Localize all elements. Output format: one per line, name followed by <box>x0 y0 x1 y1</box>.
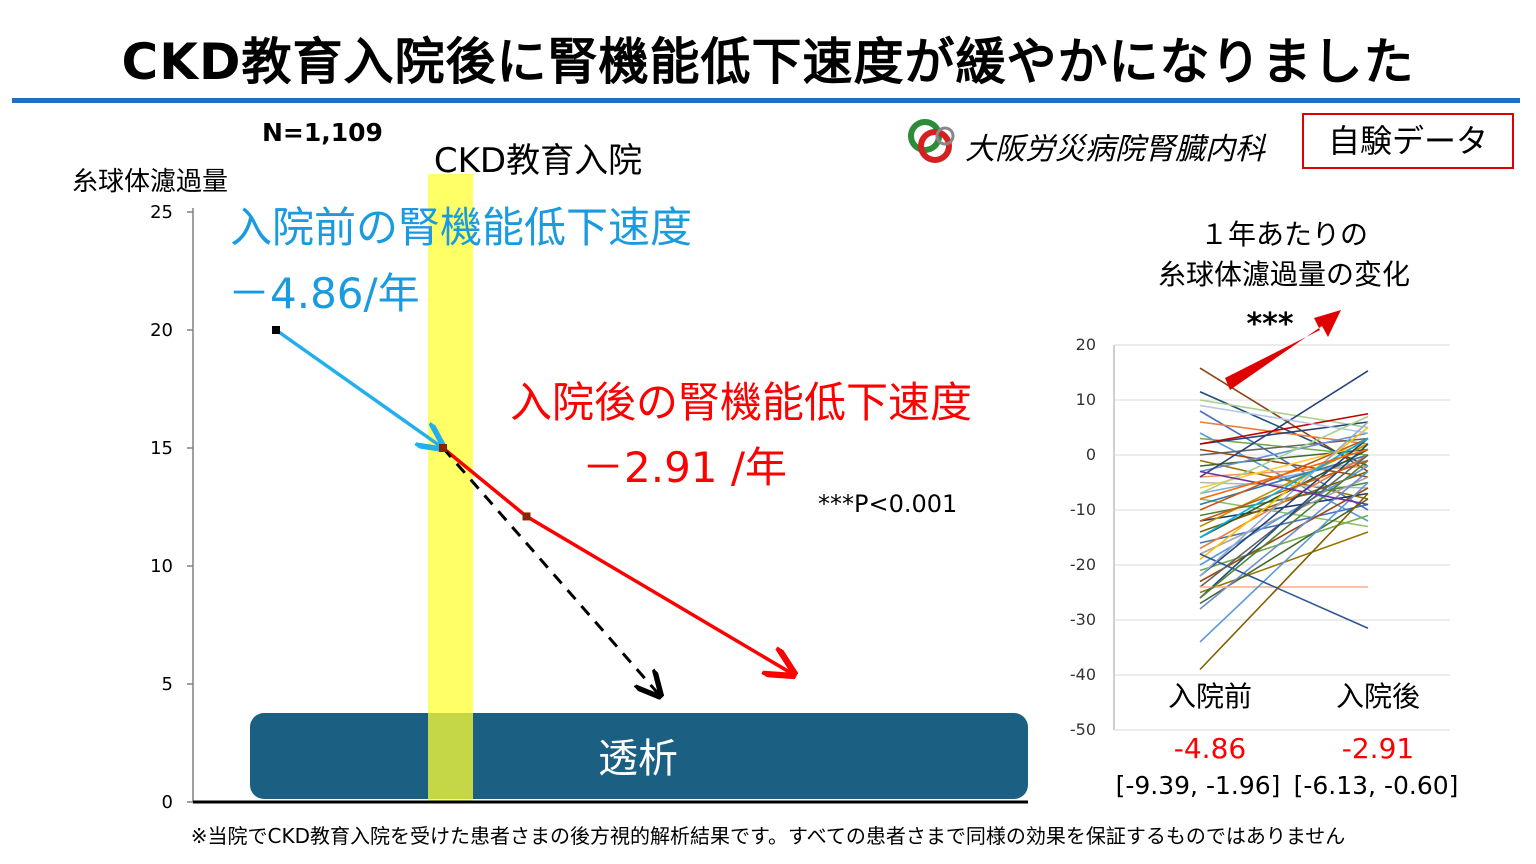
patient-line-41 <box>1199 553 1369 629</box>
y-tick-label: 10 <box>150 556 173 577</box>
patient-line-9 <box>1199 437 1369 456</box>
patient-line-43 <box>1199 412 1369 445</box>
trend-line-0 <box>274 328 443 448</box>
data-point <box>439 444 447 452</box>
side-y-tick-label: -30 <box>1070 610 1096 629</box>
page-title: CKD教育入院後に腎機能低下速度が緩やかになりました <box>121 33 1415 91</box>
y-tick-label: 0 <box>162 792 173 813</box>
footnote: ※当院でCKD教育入院を受けた患者さまの後方視的解析結果です。すべての患者さまで… <box>190 824 1346 848</box>
hospital-name: 大阪労災病院腎臓内科 <box>965 132 1265 167</box>
side-significance-label: *** <box>1246 307 1293 342</box>
hospital-logo-icon <box>908 119 955 163</box>
patient-line-11 <box>1199 448 1369 467</box>
patient-line-37 <box>1199 470 1369 610</box>
y-tick-label: 15 <box>150 438 173 459</box>
significance-label: ***P<0.001 <box>818 490 957 518</box>
education-highlight-band <box>428 174 473 802</box>
before-slope-title: 入院前の腎機能低下速度 <box>230 203 692 252</box>
ci-value-1: [-6.13, -0.60] <box>1294 771 1459 800</box>
side-y-tick-label: -50 <box>1070 720 1096 739</box>
ci-value-0: [-9.39, -1.96] <box>1116 771 1281 800</box>
patient-line-13 <box>1199 465 1369 478</box>
side-y-tick-label: -40 <box>1070 665 1096 684</box>
title-underline <box>12 98 1520 103</box>
y-tick-label: 20 <box>150 320 173 341</box>
patient-line-46 <box>1199 421 1369 577</box>
patient-line-31 <box>1199 437 1369 577</box>
dialysis-label: 透析 <box>598 736 678 782</box>
patient-line-45 <box>1199 459 1369 599</box>
patient-line-8 <box>1199 448 1369 478</box>
patient-line-35 <box>1199 443 1369 599</box>
after-slope-value: －2.91 /年 <box>582 443 787 492</box>
patient-line-28 <box>1199 426 1369 561</box>
data-point <box>522 512 531 521</box>
patient-line-51 <box>1199 448 1369 500</box>
improvement-arrow <box>1225 310 1341 390</box>
patient-line-30 <box>1199 514 1369 572</box>
patient-line-2 <box>1199 399 1369 429</box>
y-tick-label: 25 <box>150 202 173 223</box>
trend-line-2 <box>441 447 660 696</box>
patient-line-47 <box>1199 459 1369 522</box>
data-point <box>272 326 280 334</box>
mean-value-0: -4.86 <box>1174 732 1246 765</box>
y-axis-label: 糸球体濾過量 <box>72 167 228 197</box>
side-title-line1: １年あたりの <box>1200 218 1368 251</box>
patient-line-39 <box>1199 481 1369 643</box>
patient-line-16 <box>1199 459 1369 495</box>
education-label: CKD教育入院 <box>434 141 642 181</box>
sample-size-label: N=1,109 <box>262 118 383 147</box>
patient-line-44 <box>1199 404 1369 434</box>
category-label-1: 入院後 <box>1336 680 1420 713</box>
own-data-badge: 自験データ <box>1302 113 1514 169</box>
patient-line-40 <box>1199 492 1369 671</box>
patient-line-7 <box>1199 421 1369 445</box>
mean-value-1: -2.91 <box>1342 732 1414 765</box>
side-y-tick-label: 0 <box>1086 445 1096 464</box>
side-title-line2: 糸球体濾過量の変化 <box>1158 258 1410 291</box>
side-y-tick-label: -20 <box>1070 555 1096 574</box>
patient-line-12 <box>1199 432 1369 473</box>
patient-line-18 <box>1199 454 1369 506</box>
patient-line-42 <box>1199 370 1369 478</box>
side-y-tick-label: 20 <box>1076 335 1096 354</box>
patient-line-48 <box>1199 415 1369 495</box>
after-slope-title: 入院後の腎機能低下速度 <box>510 378 972 427</box>
category-label-0: 入院前 <box>1168 680 1252 713</box>
before-slope-value: －4.86/年 <box>228 269 420 318</box>
y-tick-label: 5 <box>162 674 173 695</box>
side-y-tick-label: 10 <box>1076 390 1096 409</box>
patient-line-50 <box>1199 437 1369 539</box>
side-y-tick-label: -10 <box>1070 500 1096 519</box>
